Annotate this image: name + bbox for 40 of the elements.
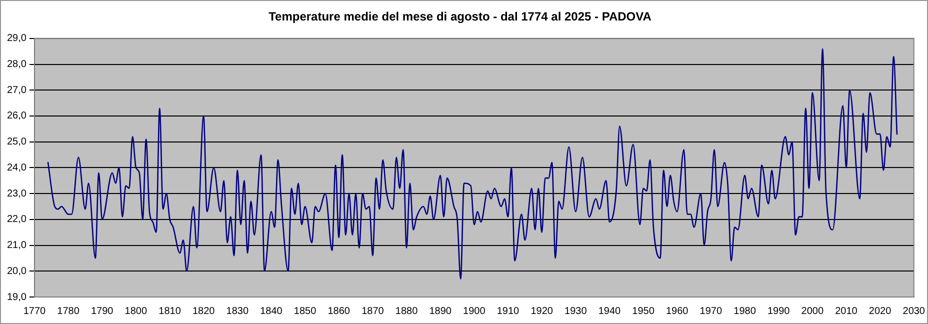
y-tick-label: 23,0 [6,188,27,200]
x-tick-label: 1840 [260,306,283,317]
x-tick-label: 1890 [429,306,452,317]
x-tick-label: 1980 [734,306,756,317]
line-series [47,48,898,280]
x-tick-label: 2030 [902,306,926,317]
x-tick-label: 1770 [23,306,46,317]
y-tick-label: 25,0 [6,136,27,148]
x-tick-label: 2000 [801,306,824,317]
x-tick-label: 2020 [868,306,892,317]
x-tick-label: 1920 [530,306,554,317]
chart-title: Temperature medie del mese di agosto - dal 1774 al 2025 - PADOVA [268,10,652,24]
x-tick-label: 1960 [666,306,689,317]
x-tick-label: 1900 [463,306,486,317]
y-tick-label: 29,0 [6,33,27,44]
y-tick-label: 22,0 [6,214,27,226]
y-tick-label: 28,0 [6,59,27,70]
x-tick-label: 1790 [90,306,114,317]
y-tick-label: 26,0 [6,110,27,122]
x-tick-label: 1820 [192,306,216,317]
x-tick-label: 2010 [835,306,858,317]
x-tick-label: 1910 [496,306,520,317]
x-tick-label: 1850 [294,306,317,317]
x-tick-label: 1810 [158,306,182,317]
x-tick-label: 1860 [328,306,350,317]
y-tick-label: 19,0 [6,292,27,303]
x-tick-label: 1830 [226,306,249,317]
x-tick-label: 1970 [700,306,722,317]
y-tick-label: 24,0 [6,162,27,174]
y-tick-label: 20,0 [6,266,27,277]
y-tick-label: 21,0 [6,240,27,252]
x-tick-label: 1990 [767,306,790,317]
x-tick-label: 1800 [124,306,148,317]
x-tick-label: 1870 [362,306,384,317]
x-tick-label: 1940 [598,306,622,317]
x-tick-label: 1880 [395,306,418,317]
x-tick-label: 1950 [632,306,655,317]
y-tick-label: 27,0 [6,84,27,96]
x-tick-label: 1780 [57,306,80,317]
x-tick-label: 1930 [564,306,588,317]
